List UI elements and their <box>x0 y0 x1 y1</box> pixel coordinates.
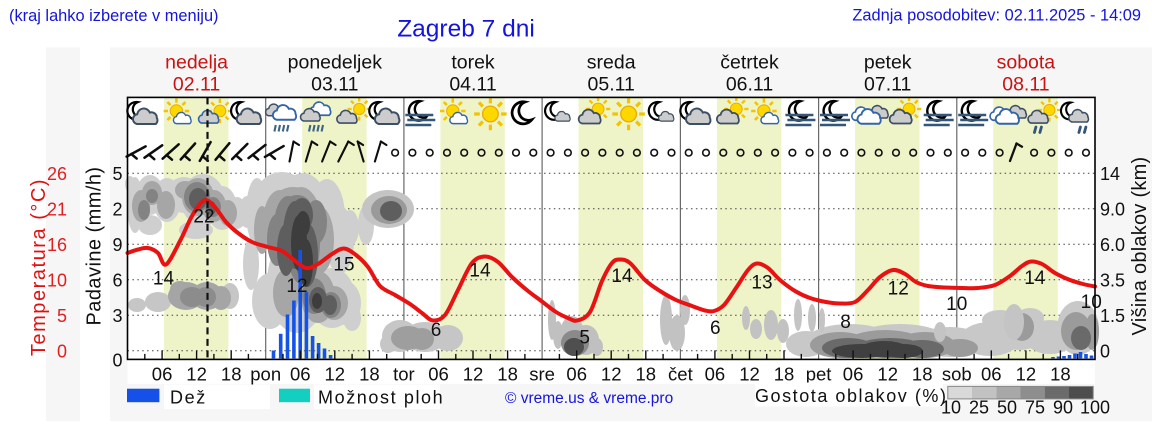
svg-text:0: 0 <box>57 341 67 361</box>
svg-text:12: 12 <box>739 364 760 385</box>
svg-text:100: 100 <box>1080 398 1110 418</box>
svg-text:torek: torek <box>451 52 495 74</box>
svg-text:0: 0 <box>1100 341 1110 361</box>
svg-text:03.11: 03.11 <box>311 74 358 96</box>
svg-text:14: 14 <box>1024 268 1046 289</box>
svg-text:Zadnja posodobitev: 02.11.2025: Zadnja posodobitev: 02.11.2025 - 14:09 <box>852 7 1141 25</box>
svg-text:18: 18 <box>221 364 242 385</box>
svg-text:10: 10 <box>946 294 967 315</box>
svg-text:12: 12 <box>286 276 307 297</box>
svg-text:čet: čet <box>668 364 693 385</box>
svg-text:22: 22 <box>193 206 214 227</box>
svg-text:04.11: 04.11 <box>449 74 496 96</box>
svg-text:18: 18 <box>497 364 518 385</box>
svg-text:8: 8 <box>840 312 851 333</box>
svg-text:12: 12 <box>1016 364 1037 385</box>
svg-text:ponedeljek: ponedeljek <box>288 52 383 74</box>
svg-text:sobota: sobota <box>997 52 1056 74</box>
svg-text:26: 26 <box>47 164 67 184</box>
svg-text:18: 18 <box>359 364 380 385</box>
svg-text:5: 5 <box>57 306 67 326</box>
svg-text:16: 16 <box>47 235 67 255</box>
svg-text:06: 06 <box>152 364 173 385</box>
svg-text:10: 10 <box>47 270 67 290</box>
svg-text:06: 06 <box>566 364 587 385</box>
svg-text:pet: pet <box>806 364 832 385</box>
svg-text:9.0: 9.0 <box>1100 199 1125 219</box>
svg-text:Gostota oblakov (%): Gostota oblakov (%) <box>755 386 948 406</box>
svg-text:0: 0 <box>112 351 122 371</box>
svg-text:petek: petek <box>864 52 912 74</box>
svg-text:Višina oblakov (km): Višina oblakov (km) <box>1129 157 1151 336</box>
svg-text:14: 14 <box>153 269 175 290</box>
svg-text:06: 06 <box>981 364 1002 385</box>
svg-text:06: 06 <box>428 364 449 385</box>
svg-text:14: 14 <box>469 261 491 282</box>
svg-text:sre: sre <box>529 364 555 385</box>
svg-text:Temperatura (°C): Temperatura (°C) <box>28 178 50 356</box>
svg-text:13: 13 <box>751 272 772 293</box>
svg-text:21: 21 <box>47 199 67 219</box>
svg-text:12: 12 <box>888 278 909 299</box>
svg-text:6: 6 <box>431 320 442 341</box>
svg-text:3.5: 3.5 <box>1100 270 1125 290</box>
svg-text:© vreme.us & vreme.pro: © vreme.us & vreme.pro <box>505 390 673 407</box>
svg-text:9: 9 <box>112 235 122 255</box>
svg-text:10: 10 <box>1081 292 1102 313</box>
svg-text:15: 15 <box>333 255 354 276</box>
svg-text:12: 12 <box>463 364 484 385</box>
svg-text:14: 14 <box>1100 164 1120 184</box>
svg-text:Zagreb 7 dni: Zagreb 7 dni <box>397 16 535 43</box>
svg-text:18: 18 <box>1050 364 1071 385</box>
svg-text:06: 06 <box>290 364 311 385</box>
svg-text:18: 18 <box>912 364 933 385</box>
svg-text:Padavine (mm/h): Padavine (mm/h) <box>84 166 106 325</box>
svg-text:tor: tor <box>393 364 415 385</box>
svg-text:14: 14 <box>611 266 633 287</box>
svg-text:12: 12 <box>601 364 622 385</box>
svg-text:12: 12 <box>877 364 898 385</box>
svg-text:12: 12 <box>325 364 346 385</box>
svg-text:6.0: 6.0 <box>1100 235 1125 255</box>
svg-text:08.11: 08.11 <box>1002 74 1049 96</box>
svg-text:06: 06 <box>705 364 726 385</box>
svg-text:sob: sob <box>942 364 972 385</box>
svg-text:75: 75 <box>1025 398 1045 418</box>
svg-text:18: 18 <box>636 364 657 385</box>
svg-text:06: 06 <box>843 364 864 385</box>
svg-text:3: 3 <box>112 306 122 326</box>
svg-text:06.11: 06.11 <box>726 74 773 96</box>
svg-text:90: 90 <box>1053 398 1073 418</box>
svg-text:Možnost ploh: Možnost ploh <box>318 388 444 408</box>
svg-text:četrtek: četrtek <box>720 52 779 74</box>
svg-text:07.11: 07.11 <box>864 74 911 96</box>
svg-text:6: 6 <box>112 270 122 290</box>
svg-text:6: 6 <box>710 318 721 339</box>
svg-text:25: 25 <box>969 398 989 418</box>
svg-text:50: 50 <box>997 398 1017 418</box>
svg-text:sreda: sreda <box>587 52 636 74</box>
svg-text:12: 12 <box>186 364 207 385</box>
svg-text:Dež: Dež <box>170 388 207 408</box>
svg-text:05.11: 05.11 <box>588 74 635 96</box>
svg-text:5: 5 <box>579 328 590 349</box>
svg-text:1.5: 1.5 <box>1100 306 1125 326</box>
svg-text:2: 2 <box>112 199 122 219</box>
svg-text:pon: pon <box>250 364 281 385</box>
svg-text:18: 18 <box>774 364 795 385</box>
svg-text:02.11: 02.11 <box>173 74 220 96</box>
svg-text:5: 5 <box>112 164 122 184</box>
svg-text:(kraj lahko izberete v meniju): (kraj lahko izberete v meniju) <box>9 7 219 25</box>
svg-text:nedelja: nedelja <box>165 52 228 74</box>
svg-text:10: 10 <box>941 398 961 418</box>
